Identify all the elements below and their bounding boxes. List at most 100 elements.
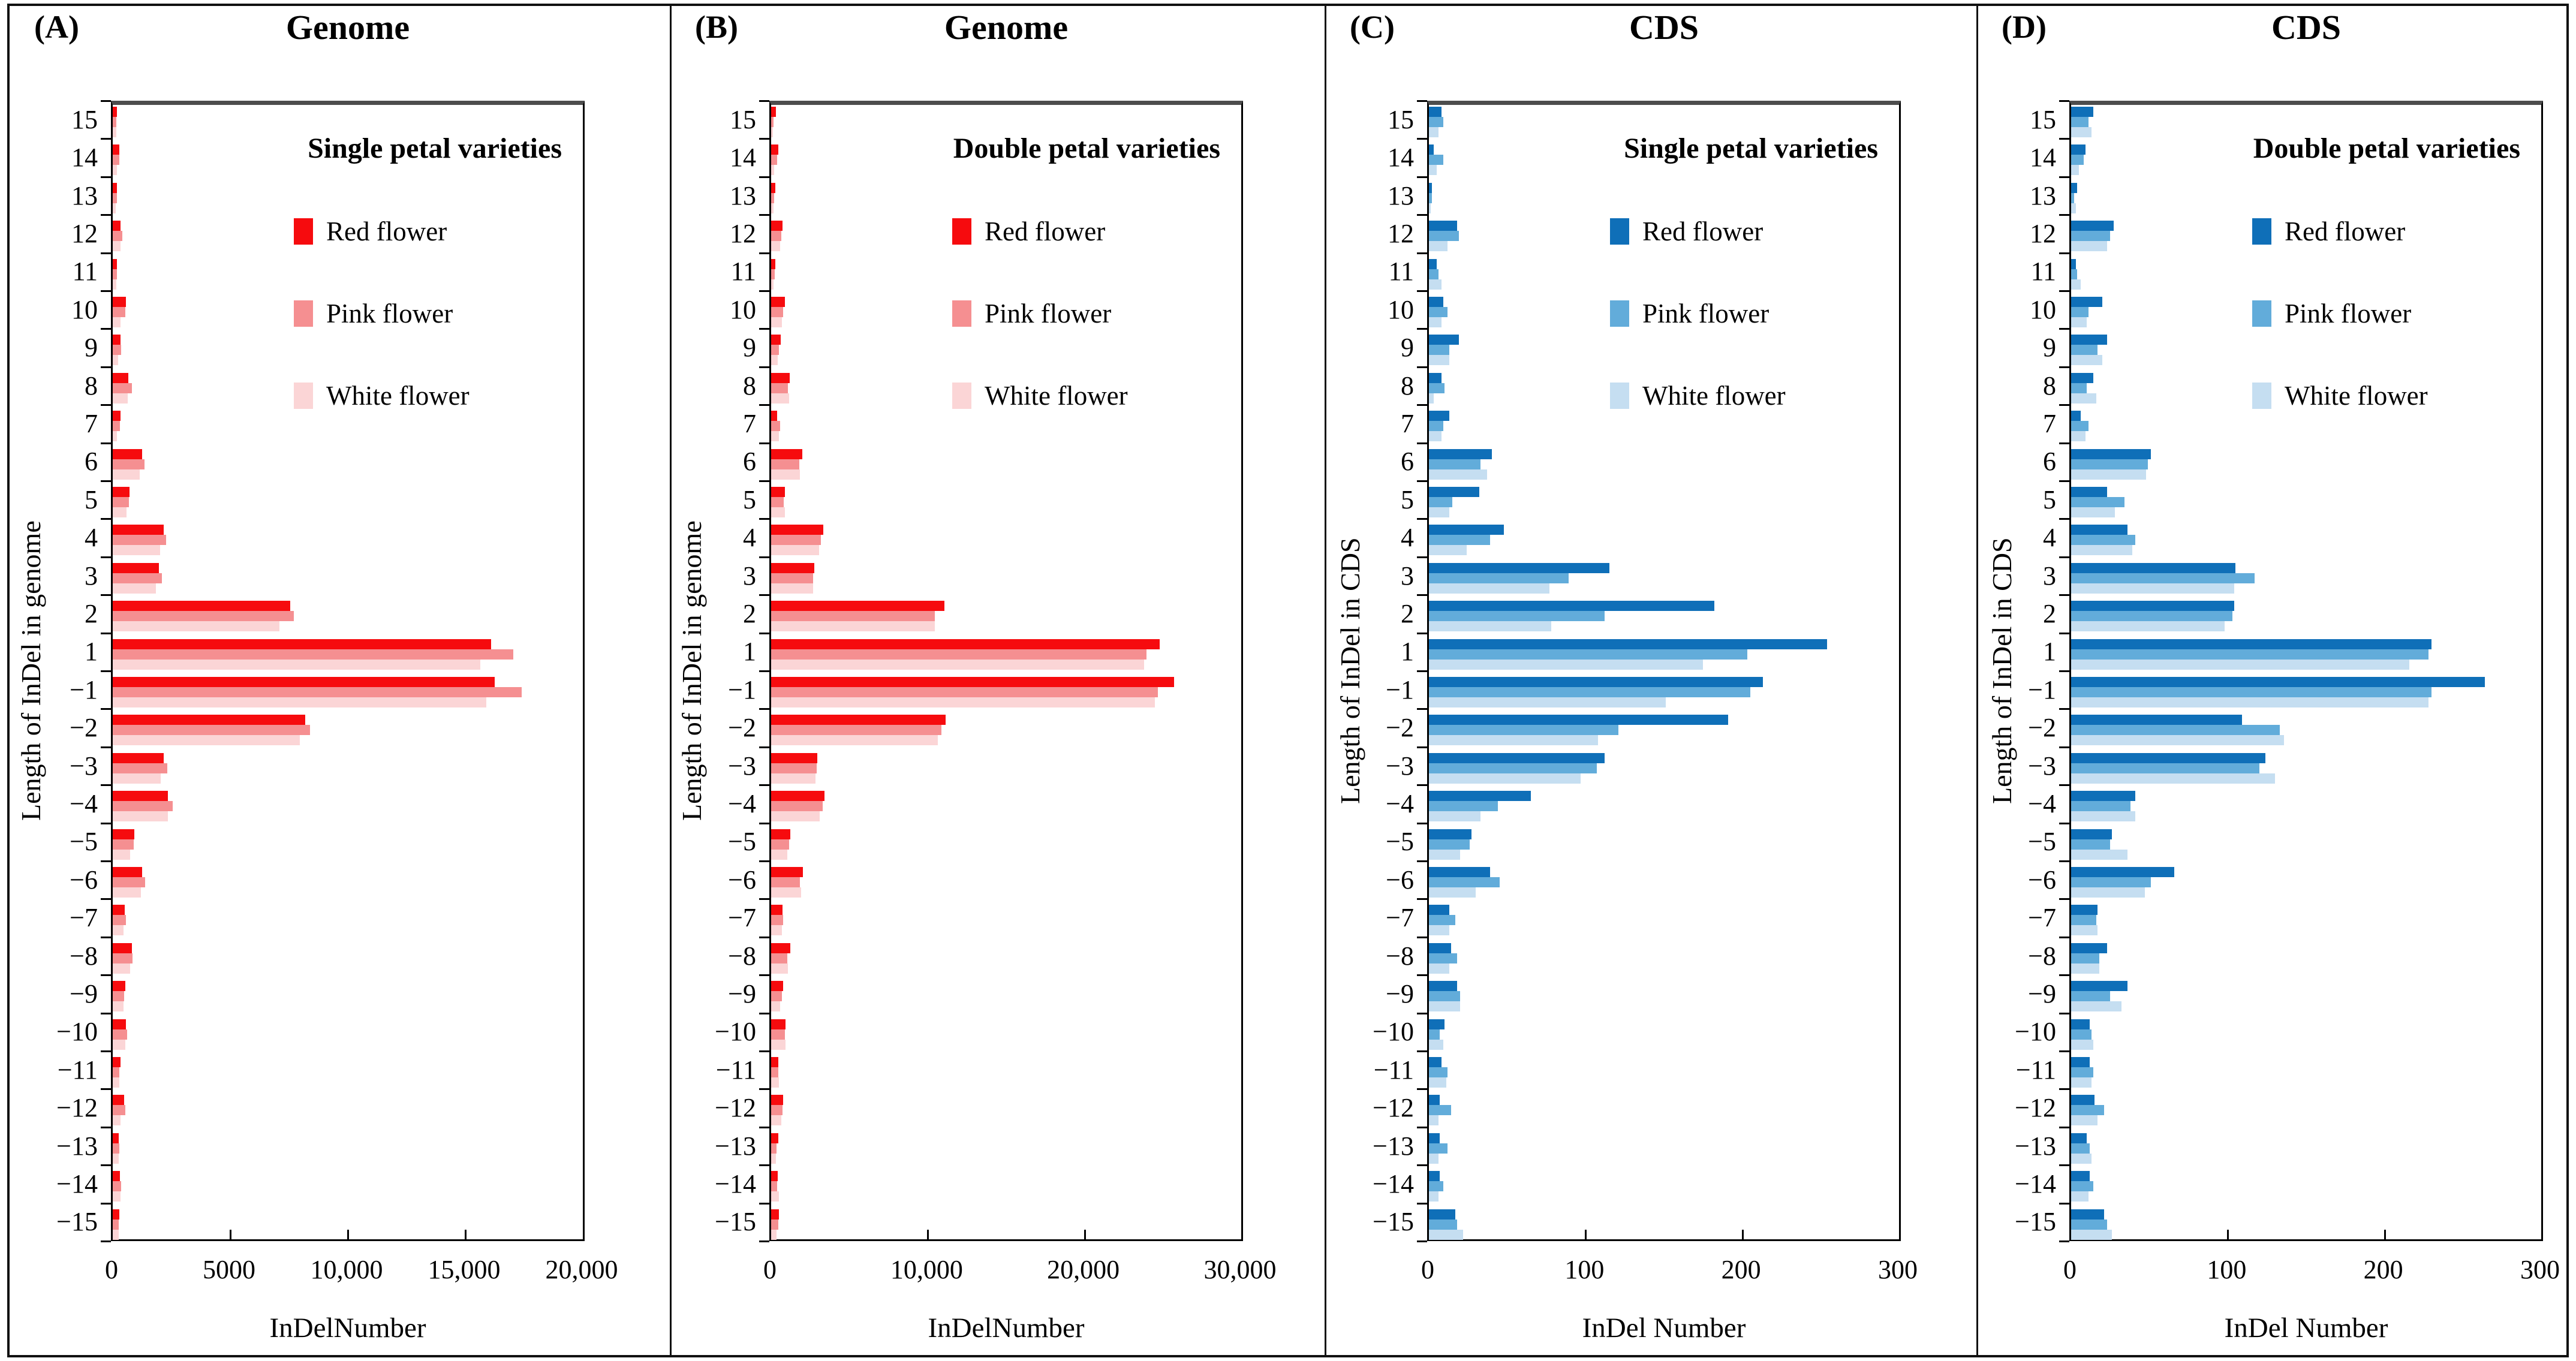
bar-d-red-flower-14	[2071, 144, 2086, 155]
bar-b-white-flower-−9	[771, 1001, 780, 1012]
bar-a-red-flower-−6	[113, 867, 142, 877]
legend-b: Double petal varieties Red flower Pink flo…	[835, 132, 1225, 411]
y-tick-label: −5	[70, 827, 98, 857]
bar-c-red-flower-−9	[1429, 981, 1458, 992]
x-tick-label: 0	[1421, 1255, 1434, 1284]
y-tick-label: −11	[57, 1055, 98, 1085]
bar-b-red-flower-−7	[771, 905, 783, 916]
bar-a-white-flower-−2	[113, 735, 300, 746]
x-axis-title-b: InDelNumber	[928, 1312, 1085, 1344]
bar-d-pink-flower-7	[2071, 421, 2089, 432]
bar-b-red-flower-3	[771, 562, 814, 573]
bar-b-pink-flower-6	[771, 459, 799, 469]
y-tick-label: −14	[56, 1169, 98, 1199]
bar-b-white-flower-−7	[771, 925, 783, 936]
y-tick	[2059, 100, 2069, 102]
y-tick	[759, 594, 769, 597]
legend-entry-pink-flower: Pink flower	[294, 298, 567, 329]
bar-a-pink-flower-−11	[113, 1067, 119, 1077]
bar-a-red-flower-8	[113, 372, 128, 383]
y-tick-label: 15	[1388, 104, 1414, 134]
y-tick	[101, 366, 111, 368]
bar-b-white-flower-−1	[771, 697, 1155, 707]
bar-c-red-flower-2	[1429, 601, 1714, 612]
bar-a-white-flower-13	[113, 203, 116, 213]
x-tick-label: 5000	[203, 1255, 255, 1284]
bar-d-red-flower-4	[2071, 525, 2128, 535]
y-tick-label: −7	[728, 903, 756, 933]
bar-c-pink-flower-8	[1429, 383, 1445, 393]
bar-a-pink-flower-−10	[113, 1029, 128, 1040]
y-tick	[1417, 480, 1427, 482]
bar-a-red-flower-15	[113, 107, 117, 117]
y-tick	[2059, 290, 2069, 292]
y-tick	[2059, 860, 2069, 862]
bar-c-red-flower-−3	[1429, 752, 1605, 763]
y-tick-label: −1	[1386, 675, 1414, 704]
bar-d-pink-flower-9	[2071, 345, 2098, 356]
bar-c-red-flower-11	[1429, 258, 1437, 269]
y-tick-label: −7	[2028, 903, 2056, 933]
y-tick	[101, 746, 111, 748]
legend-swatch-icon	[2252, 300, 2271, 327]
panel-divider	[670, 5, 672, 1356]
y-tick	[2059, 936, 2069, 938]
bar-c-white-flower-14	[1429, 165, 1437, 176]
x-tick-label: 300	[2520, 1255, 2560, 1284]
legend-swatch-icon	[2252, 218, 2271, 245]
bar-a-red-flower-−7	[113, 905, 125, 916]
y-tick	[2059, 366, 2069, 368]
bar-a-pink-flower-12	[113, 231, 122, 242]
y-tick	[759, 556, 769, 558]
bar-b-white-flower-11	[771, 279, 774, 290]
y-tick	[1417, 822, 1427, 824]
bar-d-white-flower-12	[2071, 241, 2108, 252]
y-tick-label: −13	[2015, 1131, 2056, 1161]
y-tick-label: 6	[743, 447, 756, 477]
bar-c-white-flower-−12	[1429, 1115, 1439, 1126]
bar-b-red-flower-−12	[771, 1095, 784, 1106]
y-tick-label: −5	[1386, 827, 1414, 857]
bar-b-white-flower-15	[771, 127, 774, 137]
y-tick-label: −1	[70, 675, 98, 704]
bar-d-red-flower-−7	[2071, 905, 2098, 916]
bar-c-red-flower-7	[1429, 411, 1449, 421]
y-tick-label: 8	[85, 371, 98, 401]
y-tick	[1417, 252, 1427, 254]
legend-entry-white-flower: White flower	[952, 380, 1225, 411]
legend-entry-label: Red flower	[1642, 216, 1764, 246]
bar-d-white-flower-−14	[2071, 1191, 2089, 1202]
y-tick-label: −8	[2028, 941, 2056, 971]
y-tick	[101, 1126, 111, 1128]
legend-entry-red-flower: Red flower	[2252, 216, 2525, 247]
legend-entry-white-flower: White flower	[294, 380, 567, 411]
y-tick	[1417, 594, 1427, 597]
y-tick-label: 3	[2043, 561, 2056, 591]
y-tick	[101, 936, 111, 938]
bar-c-pink-flower-−4	[1429, 801, 1498, 812]
y-tick	[759, 214, 769, 216]
bar-c-white-flower-−9	[1429, 1001, 1461, 1012]
bar-b-red-flower-−5	[771, 829, 790, 839]
y-tick-label: 1	[743, 637, 756, 667]
bar-a-pink-flower-3	[113, 573, 162, 583]
bar-a-red-flower-−1	[113, 677, 495, 687]
panel-a: (A) Genome Length of InDel in genome 15 14 13…	[9, 0, 670, 1361]
y-tick	[101, 594, 111, 597]
y-tick-label: 12	[1388, 218, 1414, 248]
bar-c-pink-flower-14	[1429, 155, 1443, 165]
bar-c-pink-flower-−10	[1429, 1029, 1440, 1040]
bar-d-pink-flower-13	[2071, 192, 2075, 203]
y-tick-label: 5	[2043, 484, 2056, 514]
y-tick-label: −12	[56, 1093, 98, 1123]
plot-area-b	[769, 101, 1243, 1241]
bar-b-pink-flower-2	[771, 611, 935, 622]
bar-d-white-flower-3	[2071, 583, 2234, 594]
legend-entry-label: White flower	[326, 381, 470, 411]
y-tick-label: 5	[743, 484, 756, 514]
bar-b-red-flower-14	[771, 144, 778, 155]
y-tick-label: −12	[715, 1093, 756, 1123]
bar-c-pink-flower-−1	[1429, 687, 1750, 697]
bar-c-red-flower-1	[1429, 639, 1827, 649]
